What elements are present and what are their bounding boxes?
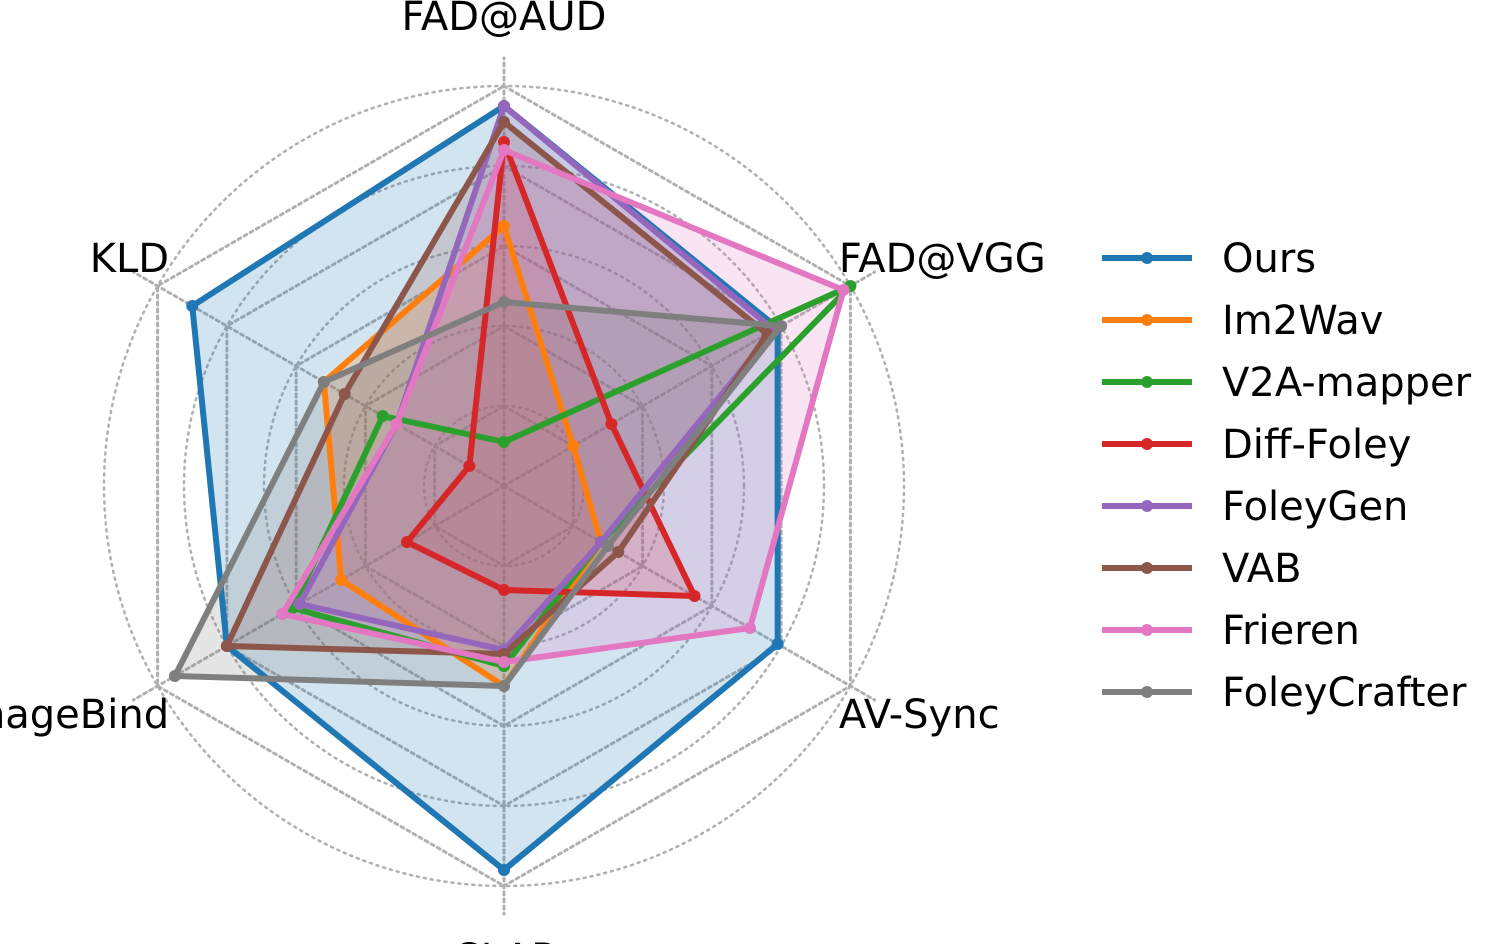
legend-item-5: FoleyGen bbox=[1102, 484, 1408, 530]
grid-hexagon-4 bbox=[225, 164, 783, 808]
series-8-point-3 bbox=[601, 540, 614, 552]
grid-spoke-2 bbox=[502, 270, 877, 488]
series-6 bbox=[220, 116, 774, 660]
series-7-point-3 bbox=[743, 622, 756, 634]
series-6-point-6 bbox=[338, 388, 351, 400]
legend-marker-7 bbox=[1141, 624, 1153, 636]
series-4 bbox=[401, 136, 701, 602]
legend-label-4: Diff-Foley bbox=[1222, 422, 1411, 468]
series-5-point-1 bbox=[498, 100, 510, 112]
series-6-point-3 bbox=[612, 546, 625, 558]
legend-item-8: FoleyCrafter bbox=[1102, 670, 1467, 716]
axis-label-4: CLAP bbox=[453, 936, 556, 944]
legend-item-6: VAB bbox=[1102, 546, 1302, 592]
series-7-point-1 bbox=[498, 144, 510, 156]
series-2-point-2 bbox=[567, 440, 580, 452]
legend-marker-4 bbox=[1141, 438, 1153, 450]
legend-label-1: Ours bbox=[1222, 236, 1316, 282]
legend-label-8: FoleyCrafter bbox=[1222, 670, 1467, 716]
legend-item-2: Im2Wav bbox=[1102, 298, 1383, 344]
series-8 bbox=[168, 296, 788, 692]
axis-label-6: KLD bbox=[90, 236, 169, 282]
legend-marker-1 bbox=[1141, 252, 1153, 264]
series-4-point-3 bbox=[688, 590, 701, 602]
series-2-point-5 bbox=[335, 574, 348, 586]
legend-marker-2 bbox=[1141, 314, 1153, 326]
legend-item-4: Diff-Foley bbox=[1102, 422, 1411, 468]
axis-label-2: FAD@VGG bbox=[839, 236, 1046, 282]
series-fill-2 bbox=[323, 226, 601, 686]
series-4-point-6 bbox=[463, 460, 476, 472]
legend-label-6: VAB bbox=[1222, 546, 1302, 592]
series-6-point-5 bbox=[220, 640, 233, 652]
series-7-point-4 bbox=[498, 656, 510, 668]
legend-marker-3 bbox=[1141, 376, 1153, 388]
series-1-point-3 bbox=[771, 638, 784, 650]
series-7 bbox=[276, 144, 850, 668]
legend-item-7: Frieren bbox=[1102, 608, 1360, 654]
series-8-point-4 bbox=[498, 680, 510, 692]
series-4-point-5 bbox=[401, 536, 414, 548]
legend: Ours Im2Wav V2A-mapper Diff-Foley FoleyGen VA… bbox=[1102, 236, 1472, 716]
series-7-point-6 bbox=[390, 418, 403, 430]
series-7-point-2 bbox=[837, 284, 850, 296]
axis-label-1: FAD@AUD bbox=[402, 0, 607, 40]
axis-labels: FAD@AUD FAD@VGG AV-Sync CLAP ImageBind KLD bbox=[0, 0, 1046, 944]
legend-item-3: V2A-mapper bbox=[1102, 360, 1472, 406]
legend-marker-6 bbox=[1141, 562, 1153, 574]
legend-label-7: Frieren bbox=[1222, 608, 1360, 654]
legend-label-5: FoleyGen bbox=[1222, 484, 1408, 530]
series-4-point-2 bbox=[605, 418, 618, 430]
series-4-point-4 bbox=[498, 584, 510, 596]
series-8-point-5 bbox=[168, 670, 181, 682]
series-6-point-1 bbox=[498, 116, 510, 128]
series-2-point-1 bbox=[498, 220, 510, 232]
series-3-point-6 bbox=[376, 410, 389, 422]
legend-marker-5 bbox=[1141, 500, 1153, 512]
legend-item-1: Ours bbox=[1102, 236, 1316, 282]
axis-label-3: AV-Sync bbox=[839, 692, 1000, 738]
legend-label-3: V2A-mapper bbox=[1222, 360, 1472, 406]
series-5-point-5 bbox=[293, 598, 306, 610]
series-3-point-1 bbox=[498, 436, 510, 448]
series-8-point-1 bbox=[498, 296, 510, 308]
series-lines bbox=[168, 100, 857, 876]
legend-label-2: Im2Wav bbox=[1222, 298, 1383, 344]
series-8-point-6 bbox=[317, 376, 330, 388]
series-fill-6 bbox=[226, 122, 768, 654]
grid-spoke-5 bbox=[131, 484, 506, 702]
axis-label-5: ImageBind bbox=[0, 692, 169, 738]
legend-marker-8 bbox=[1141, 686, 1153, 698]
series-1-point-6 bbox=[186, 300, 199, 312]
series-7-point-5 bbox=[276, 608, 289, 620]
series-8-point-2 bbox=[775, 320, 788, 332]
series-1-point-4 bbox=[498, 864, 510, 876]
